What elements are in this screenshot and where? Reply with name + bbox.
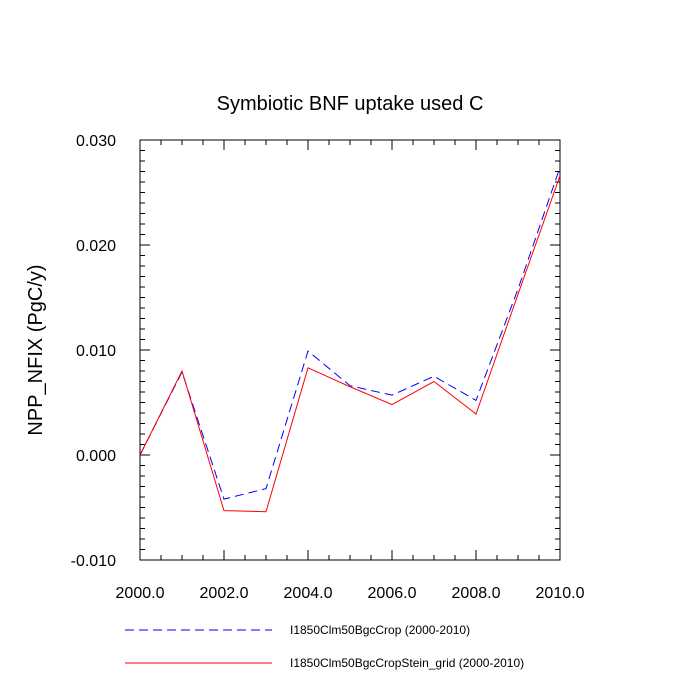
x-tick-label: 2004.0 (284, 585, 333, 602)
x-tick-label: 2008.0 (452, 585, 501, 602)
y-tick-labels: -0.010 0.000 0.010 0.020 0.030 (71, 133, 116, 570)
y-axis-label: NPP_NFIX (PgC/y) (25, 264, 47, 435)
y-tick-label: -0.010 (71, 553, 116, 570)
legend: I1850Clm50BgcCrop (2000-2010) I1850Clm50B… (125, 623, 524, 670)
y-tick-label: 0.030 (76, 133, 116, 150)
legend-label: I1850Clm50BgcCropStein_grid (2000-2010) (290, 656, 524, 670)
plot-frame (139, 139, 561, 561)
x-tick-labels: 2000.0 2002.0 2004.0 2006.0 2008.0 2010.0 (116, 585, 585, 602)
y-tick-label: 0.000 (76, 448, 116, 465)
series-line-crop (139, 167, 561, 500)
chart-title: Symbiotic BNF uptake used C (217, 93, 484, 115)
series-line-stein-grid (139, 175, 561, 513)
x-tick-label: 2002.0 (200, 585, 249, 602)
y-tick-label: 0.010 (76, 343, 116, 360)
minor-ticks (139, 139, 561, 561)
x-tick-label: 2010.0 (536, 585, 585, 602)
legend-label: I1850Clm50BgcCrop (2000-2010) (290, 623, 470, 637)
x-tick-label: 2006.0 (368, 585, 417, 602)
x-tick-label: 2000.0 (116, 585, 165, 602)
major-ticks (139, 139, 561, 561)
series-lines (139, 167, 561, 513)
y-tick-label: 0.020 (76, 238, 116, 255)
